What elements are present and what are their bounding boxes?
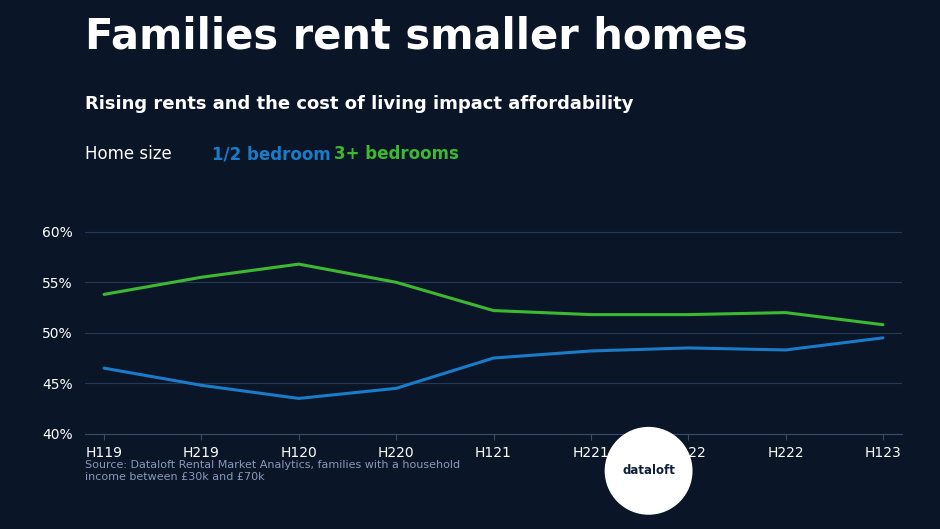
- Circle shape: [605, 427, 692, 514]
- Text: Families rent smaller homes: Families rent smaller homes: [85, 16, 747, 58]
- Text: 1/2 bedroom: 1/2 bedroom: [212, 145, 330, 163]
- Text: Source: Dataloft Rental Market Analytics, families with a household
income betwe: Source: Dataloft Rental Market Analytics…: [85, 460, 460, 482]
- Text: dataloft: dataloft: [622, 464, 675, 477]
- Text: Rising rents and the cost of living impact affordability: Rising rents and the cost of living impa…: [85, 95, 634, 113]
- Text: Home size: Home size: [85, 145, 171, 163]
- Text: 3+ bedrooms: 3+ bedrooms: [334, 145, 459, 163]
